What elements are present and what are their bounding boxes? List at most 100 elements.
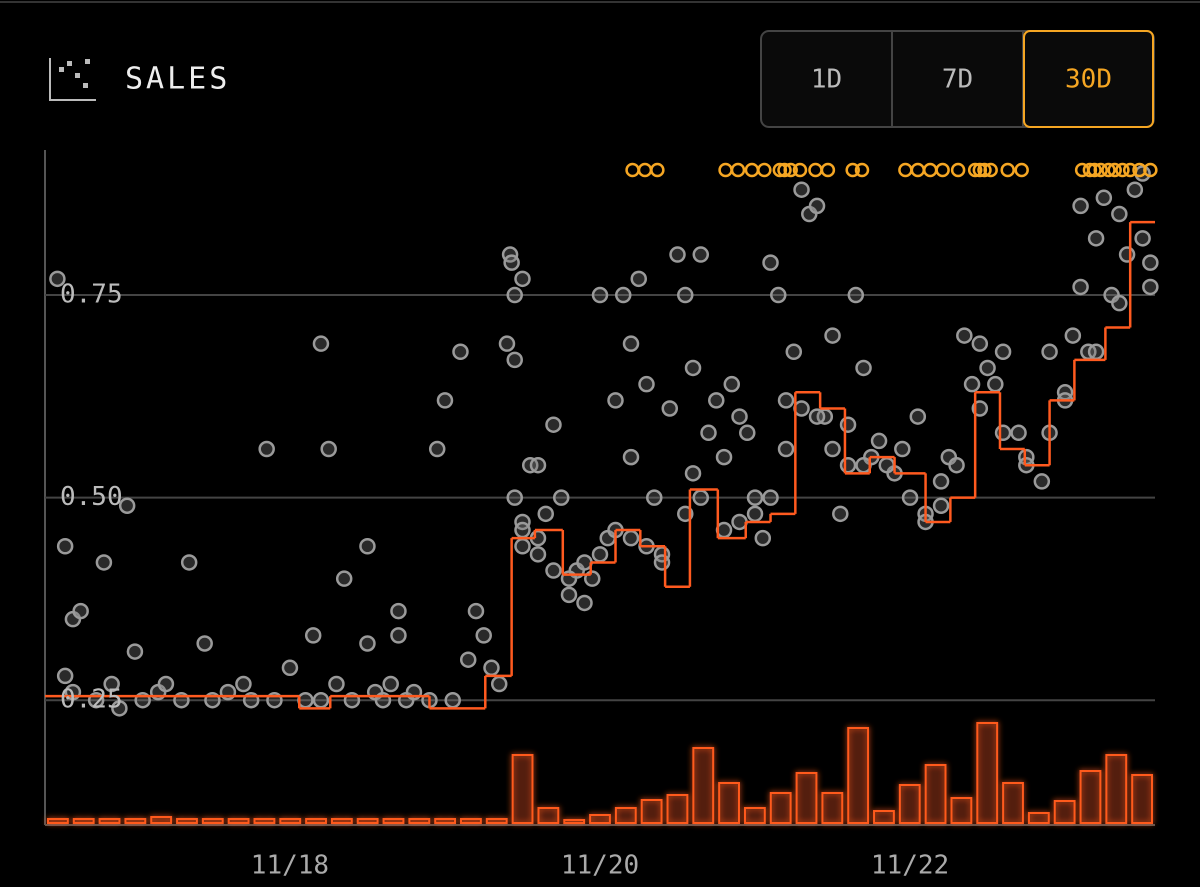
range-selector: 1D 7D 30D — [760, 30, 1155, 128]
sale-point — [1134, 230, 1151, 247]
sale-point — [1033, 473, 1051, 490]
sale-point — [808, 197, 826, 215]
volume-bar — [563, 819, 586, 824]
sale-point — [777, 440, 795, 458]
sale-point — [49, 270, 66, 288]
above-range-marker — [977, 162, 992, 178]
sale-point — [607, 392, 624, 409]
volume-bar — [511, 754, 534, 824]
above-range-marker — [792, 162, 808, 178]
volume-bar — [873, 810, 895, 824]
button-active-border — [1023, 30, 1154, 128]
sale-point — [281, 659, 299, 677]
sale-point — [832, 505, 849, 523]
above-range-marker — [1000, 162, 1015, 178]
sale-point — [506, 351, 523, 369]
volume-bar — [460, 818, 482, 824]
sale-point — [196, 635, 213, 652]
sale-point — [297, 691, 314, 709]
sale-point — [894, 440, 911, 458]
sale-point — [684, 359, 702, 377]
sale-point — [909, 408, 927, 425]
sale-point — [746, 489, 764, 506]
sale-point — [498, 335, 516, 352]
above-range-marker — [783, 162, 798, 178]
sale-point — [839, 456, 857, 474]
sales-points — [49, 165, 1159, 717]
y-tick-label: 0.25 — [60, 685, 123, 715]
sale-point — [390, 627, 407, 644]
sale-point — [444, 691, 461, 709]
sale-point — [359, 635, 376, 652]
sale-point — [622, 529, 640, 547]
sale-point — [715, 521, 733, 539]
range-button[interactable]: 30D — [1065, 65, 1112, 95]
volume-bar — [176, 818, 198, 824]
volume-bar — [124, 818, 147, 824]
above-range-marker — [1107, 162, 1122, 178]
x-tick-label: 11/18 — [251, 851, 329, 881]
volume-bar — [330, 818, 353, 824]
sale-point — [777, 392, 795, 409]
volume-bar — [434, 818, 457, 824]
sale-point — [630, 270, 648, 288]
sale-point — [103, 675, 120, 693]
sale-point — [576, 554, 593, 571]
sale-point — [979, 359, 996, 377]
sale-point — [855, 359, 872, 377]
sale-point — [692, 489, 710, 506]
sale-point — [529, 546, 547, 563]
above-range-markers — [625, 162, 1158, 178]
volume-bar — [253, 818, 276, 824]
sale-point — [638, 375, 655, 393]
volume-bar — [1079, 770, 1102, 824]
sale-point — [506, 489, 523, 506]
sale-point — [490, 675, 508, 693]
range-button[interactable]: 1D — [811, 65, 842, 95]
volume-bar — [537, 807, 560, 824]
above-range-marker — [777, 162, 792, 178]
title: SALES — [125, 62, 230, 97]
sale-point — [390, 602, 407, 620]
sale-point — [459, 651, 477, 668]
sale-point — [1142, 278, 1159, 296]
sale-point — [514, 521, 531, 539]
sale-point — [335, 570, 353, 587]
sale-point — [731, 513, 748, 531]
range-button[interactable]: 7D — [942, 65, 973, 95]
sale-point — [258, 440, 275, 458]
sale-point — [312, 335, 330, 352]
volume-bar — [408, 818, 431, 824]
sale-point — [56, 537, 74, 555]
above-range-marker — [950, 162, 966, 178]
volume-bar — [692, 747, 715, 824]
volume-bar — [485, 818, 508, 824]
sale-point — [677, 286, 694, 304]
sale-point — [126, 643, 144, 660]
sale-point — [731, 408, 748, 425]
sale-point — [304, 627, 322, 644]
sale-point — [328, 675, 345, 693]
sale-point — [1111, 205, 1128, 223]
volume-bar — [614, 807, 637, 824]
volume-bar — [976, 722, 999, 824]
above-range-marker — [1101, 162, 1116, 178]
sale-point — [1072, 197, 1089, 215]
sale-point — [1087, 343, 1105, 361]
y-tick-label: 0.75 — [60, 280, 123, 310]
volume-bar — [1105, 754, 1128, 824]
sale-point — [1111, 294, 1128, 312]
sale-point — [762, 489, 779, 506]
sales-icon — [49, 58, 96, 101]
sale-point — [994, 343, 1012, 361]
sale-point — [1095, 189, 1113, 207]
sale-point — [552, 489, 570, 506]
sale-point — [320, 440, 337, 458]
volume-bar — [950, 797, 973, 824]
above-range-marker — [730, 162, 746, 178]
above-range-marker — [983, 162, 998, 178]
sale-point — [483, 659, 500, 677]
above-range-marker — [757, 162, 772, 178]
sale-point — [359, 537, 376, 555]
volume-bar — [666, 794, 689, 824]
